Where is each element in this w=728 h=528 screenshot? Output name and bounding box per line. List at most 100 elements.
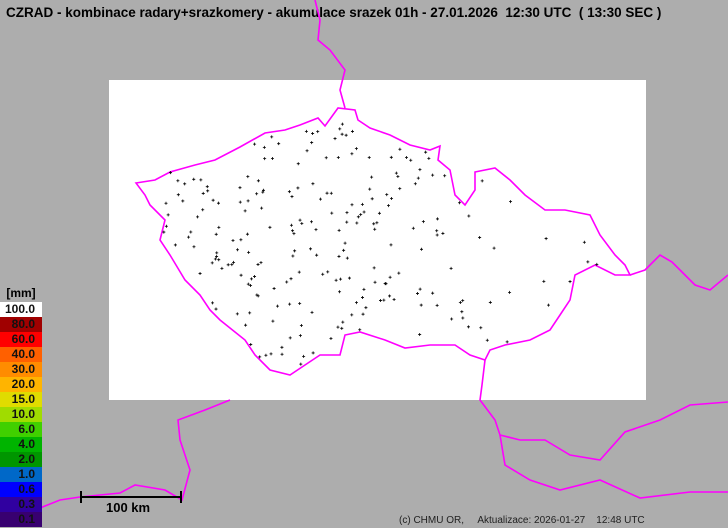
station-marker bbox=[256, 179, 260, 183]
station-marker bbox=[336, 155, 340, 159]
map-title: CZRAD - kombinace radary+srazkomery - ak… bbox=[6, 5, 662, 20]
station-marker bbox=[398, 147, 402, 151]
station-marker bbox=[196, 215, 200, 219]
station-marker bbox=[397, 271, 401, 275]
station-marker bbox=[255, 293, 259, 297]
station-marker bbox=[268, 225, 272, 229]
station-marker bbox=[230, 263, 234, 267]
station-marker bbox=[337, 228, 341, 232]
station-marker bbox=[359, 213, 363, 217]
station-marker bbox=[419, 303, 423, 307]
station-marker bbox=[217, 258, 221, 262]
station-marker bbox=[373, 227, 377, 231]
station-marker bbox=[215, 251, 219, 255]
station-marker bbox=[568, 280, 572, 284]
station-marker bbox=[280, 345, 284, 349]
station-marker bbox=[478, 235, 482, 239]
station-marker bbox=[164, 201, 168, 205]
station-marker bbox=[261, 188, 265, 192]
station-marker bbox=[215, 255, 219, 259]
station-marker bbox=[259, 261, 263, 265]
station-marker bbox=[435, 303, 439, 307]
station-marker bbox=[340, 326, 344, 330]
station-marker bbox=[261, 190, 265, 194]
station-marker bbox=[311, 131, 315, 135]
station-marker bbox=[354, 301, 358, 305]
station-marker bbox=[362, 210, 366, 214]
legend-item: 80.0 bbox=[0, 317, 42, 332]
station-marker bbox=[492, 246, 496, 250]
station-marker bbox=[298, 334, 302, 338]
station-marker bbox=[389, 155, 393, 159]
station-marker bbox=[485, 338, 489, 342]
station-marker bbox=[189, 230, 193, 234]
station-marker bbox=[345, 211, 349, 215]
station-marker bbox=[289, 223, 293, 227]
scale-bar-label: 100 km bbox=[106, 500, 151, 515]
station-marker bbox=[441, 231, 445, 235]
station-marker bbox=[427, 156, 431, 160]
station-marker bbox=[421, 220, 425, 224]
scale-bar bbox=[80, 491, 182, 503]
station-marker bbox=[413, 182, 417, 186]
station-marker bbox=[467, 214, 471, 218]
station-marker bbox=[249, 284, 253, 288]
station-marker bbox=[291, 254, 295, 258]
station-marker bbox=[385, 193, 389, 197]
station-marker bbox=[419, 247, 423, 251]
station-marker bbox=[235, 312, 239, 316]
station-marker bbox=[262, 145, 266, 149]
germany-poland-border bbox=[314, 0, 346, 109]
station-marker bbox=[249, 342, 253, 346]
station-marker bbox=[299, 324, 303, 328]
station-marker bbox=[162, 230, 166, 234]
station-marker bbox=[396, 174, 400, 178]
station-marker bbox=[239, 273, 243, 277]
station-marker bbox=[350, 203, 354, 207]
station-marker bbox=[238, 186, 242, 190]
station-marker bbox=[290, 195, 294, 199]
station-marker bbox=[187, 235, 191, 239]
legend-item: 4.0 bbox=[0, 437, 42, 452]
station-marker bbox=[238, 200, 242, 204]
station-marker bbox=[169, 171, 173, 175]
station-marker bbox=[461, 316, 465, 320]
czech-border bbox=[134, 107, 632, 376]
station-marker bbox=[542, 279, 546, 283]
station-marker bbox=[243, 209, 247, 213]
station-marker bbox=[292, 232, 296, 236]
station-marker bbox=[388, 275, 392, 279]
station-marker bbox=[264, 353, 268, 357]
copyright: (c) CHMU OR, bbox=[399, 515, 464, 526]
station-marker bbox=[435, 229, 439, 233]
station-marker bbox=[232, 260, 236, 264]
station-marker bbox=[304, 129, 308, 133]
station-marker bbox=[309, 247, 313, 251]
station-marker bbox=[329, 337, 333, 341]
station-marker bbox=[368, 187, 372, 191]
legend-item: 2.0 bbox=[0, 452, 42, 467]
station-marker bbox=[377, 211, 381, 215]
station-marker bbox=[340, 122, 344, 126]
station-marker bbox=[355, 221, 359, 225]
station-marker bbox=[595, 262, 599, 266]
station-marker bbox=[270, 135, 274, 139]
station-marker bbox=[302, 354, 306, 358]
station-marker bbox=[253, 142, 257, 146]
station-marker bbox=[339, 277, 343, 281]
station-marker bbox=[443, 174, 447, 178]
station-marker bbox=[358, 328, 362, 332]
station-marker bbox=[398, 187, 402, 191]
station-marker bbox=[356, 215, 360, 219]
legend-item: 0.3 bbox=[0, 497, 42, 512]
rain-gauge-stations bbox=[162, 122, 599, 366]
station-marker bbox=[248, 311, 252, 315]
station-marker bbox=[217, 225, 221, 229]
station-marker bbox=[164, 224, 168, 228]
station-marker bbox=[309, 220, 313, 224]
station-marker bbox=[236, 248, 240, 252]
station-marker bbox=[247, 250, 251, 254]
station-marker bbox=[276, 304, 280, 308]
station-marker bbox=[457, 201, 461, 205]
